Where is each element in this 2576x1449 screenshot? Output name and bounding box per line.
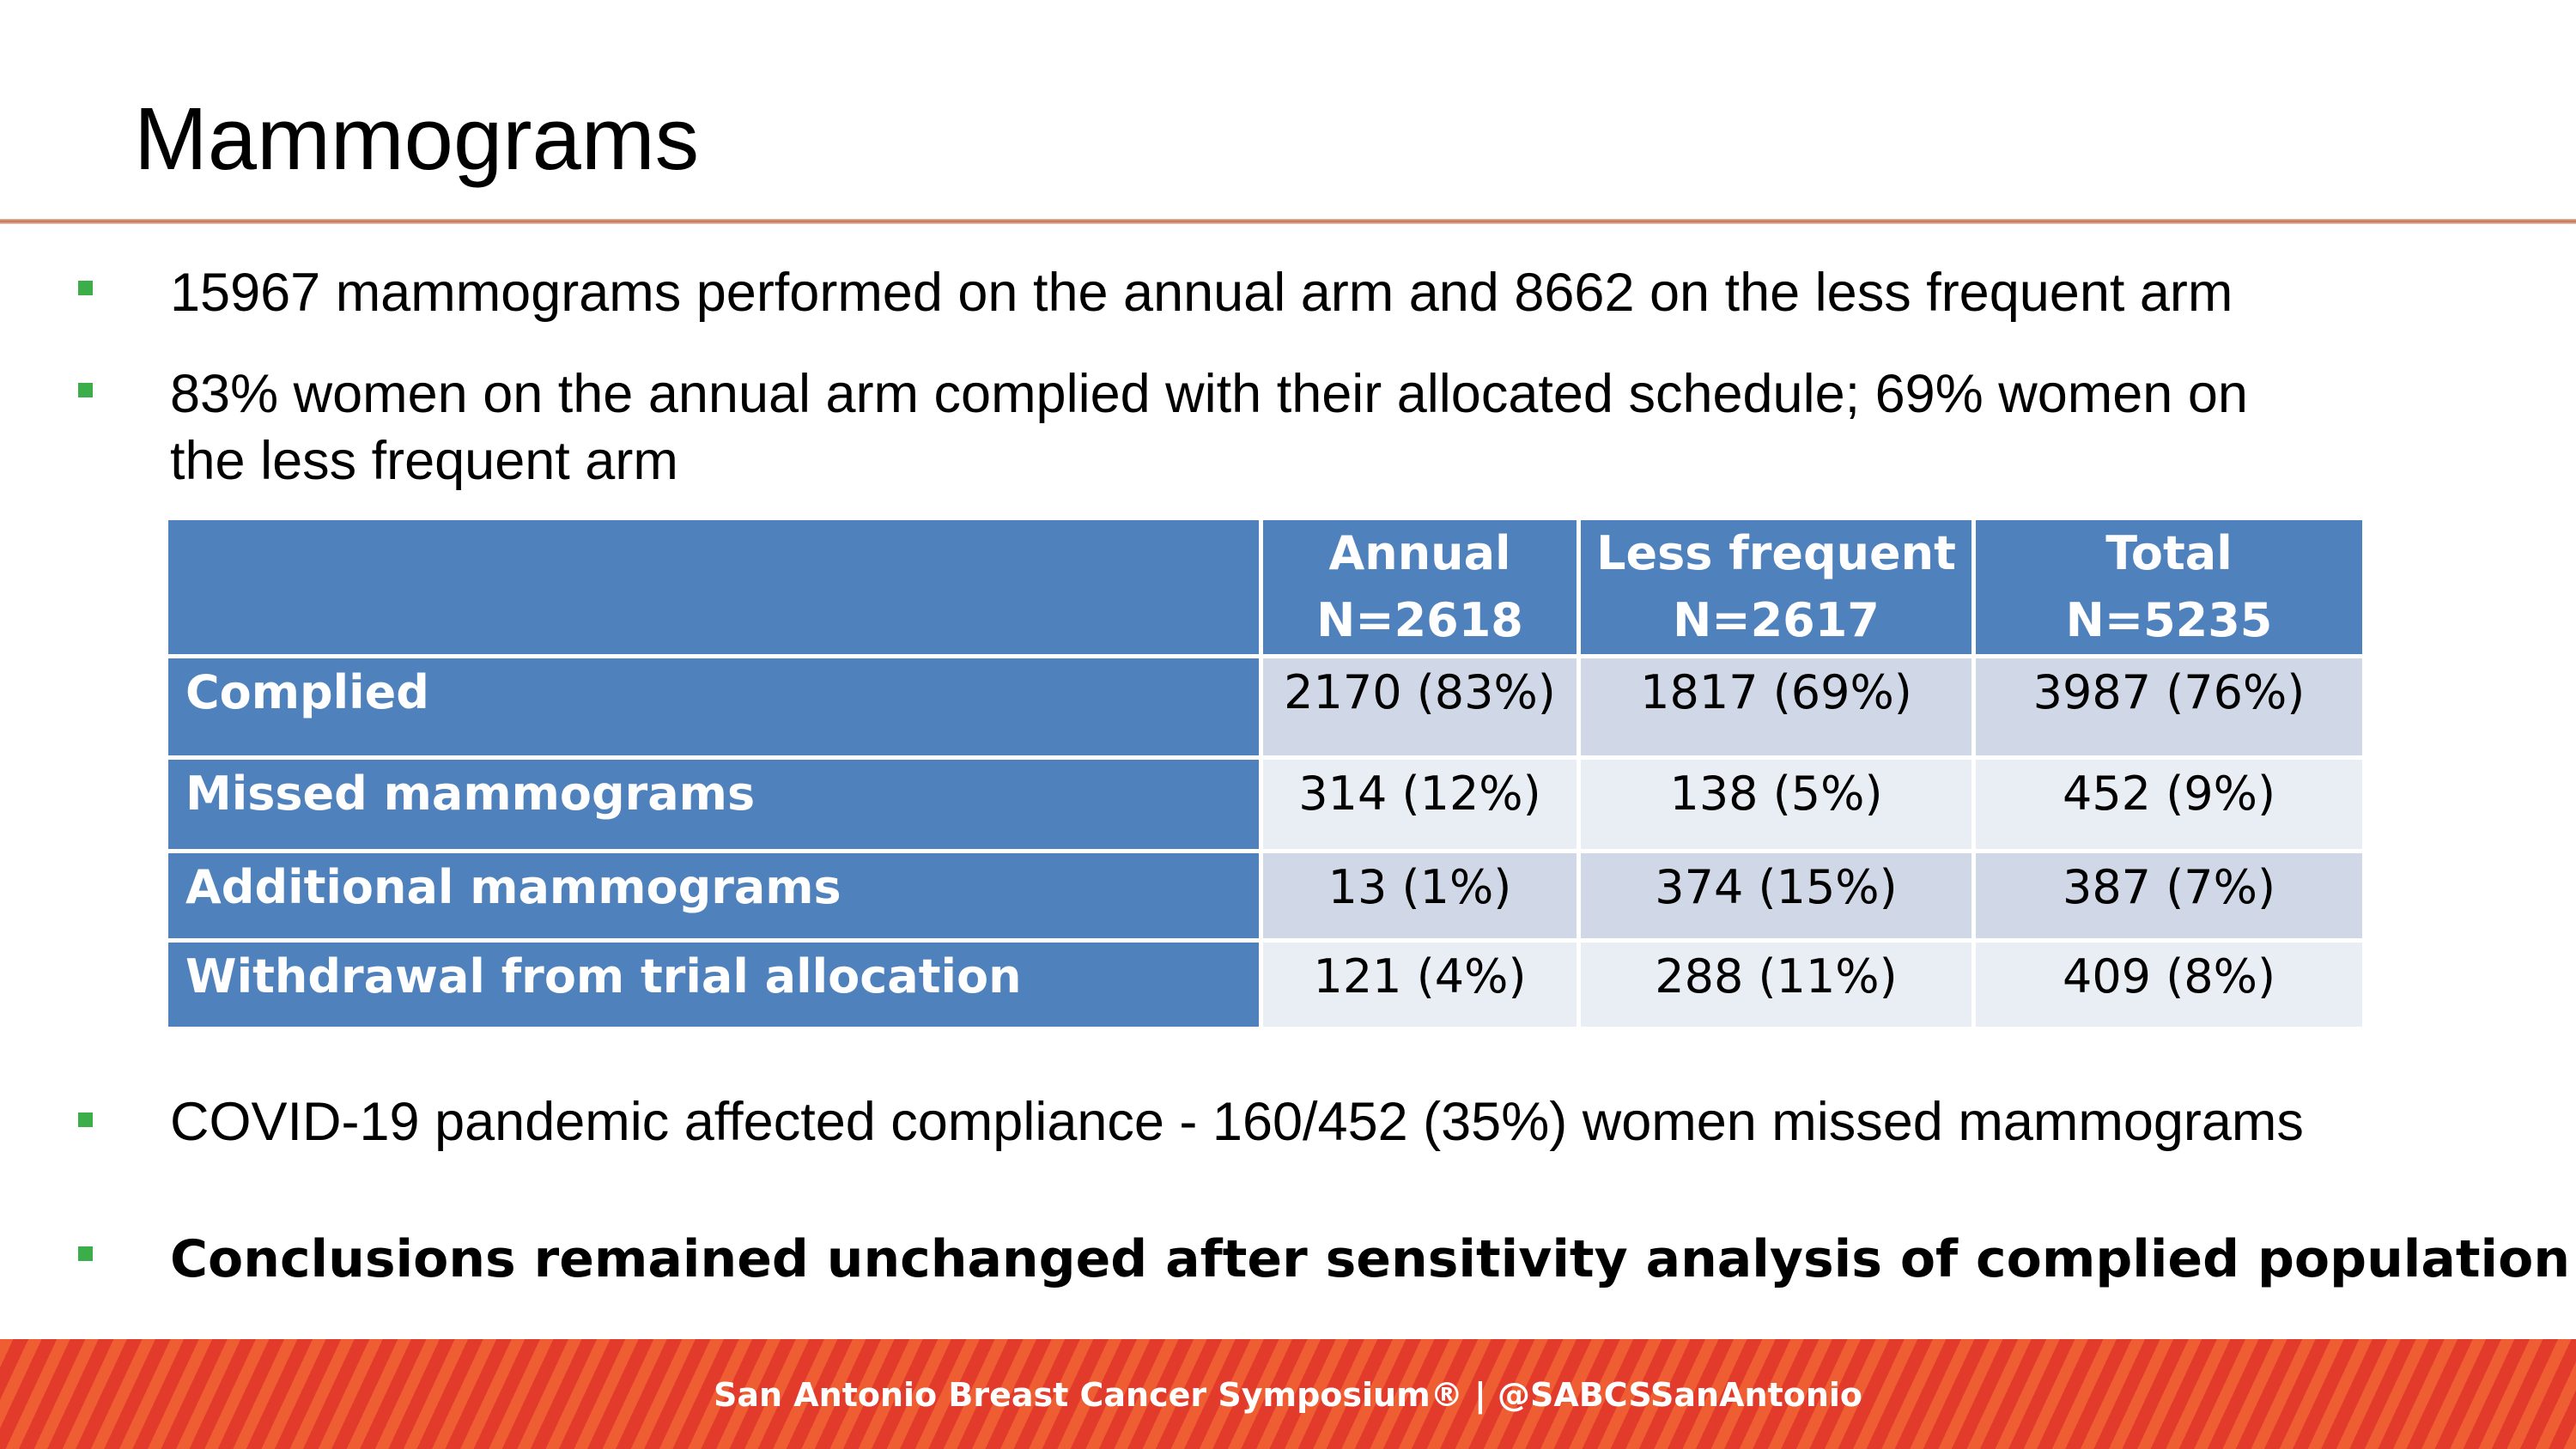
table-row: Complied 2170 (83%) 1817 (69%) 3987 (76%…: [168, 658, 2362, 755]
table-header-annual: Annual N=2618: [1263, 520, 1577, 654]
cell-less-frequent: 138 (5%): [1581, 760, 1971, 849]
bullet-conclusions: Conclusions remained unchanged after sen…: [170, 1229, 2571, 1289]
table-header-row: Annual N=2618 Less frequent N=2617 Total…: [168, 520, 2362, 654]
title-divider: [0, 219, 2576, 224]
cell-annual: 314 (12%): [1263, 760, 1577, 849]
row-label: Withdrawal from trial allocation: [168, 943, 1259, 1027]
bullet-square-icon: [78, 1246, 93, 1261]
row-label: Complied: [168, 658, 1259, 755]
bullet-covid: COVID-19 pandemic affected compliance - …: [170, 1092, 2304, 1152]
table-header-total: Total N=5235: [1976, 520, 2362, 654]
cell-annual: 13 (1%): [1263, 853, 1577, 938]
footer-banner: [0, 1339, 2576, 1449]
header-less-frequent-n: N=2617: [1673, 593, 1880, 647]
table-row: Additional mammograms 13 (1%) 374 (15%) …: [168, 853, 2362, 938]
header-total-label: Total: [2105, 526, 2233, 580]
table-header-less-frequent: Less frequent N=2617: [1581, 520, 1971, 654]
bullet-compliance: 83% women on the annual arm complied wit…: [170, 364, 2248, 424]
cell-total: 3987 (76%): [1976, 658, 2362, 755]
table-row: Withdrawal from trial allocation 121 (4%…: [168, 943, 2362, 1027]
cell-total: 409 (8%): [1976, 943, 2362, 1027]
cell-total: 387 (7%): [1976, 853, 2362, 938]
header-annual-n: N=2618: [1316, 593, 1523, 647]
bullet-compliance-continued: the less frequent arm: [170, 431, 678, 491]
table-row: Missed mammograms 314 (12%) 138 (5%) 452…: [168, 760, 2362, 849]
cell-annual: 121 (4%): [1263, 943, 1577, 1027]
header-annual-label: Annual: [1328, 526, 1511, 580]
footer-text: San Antonio Breast Cancer Symposium® | @…: [713, 1376, 1863, 1414]
table-header-empty: [168, 520, 1259, 654]
header-less-frequent-label: Less frequent: [1596, 526, 1956, 580]
row-label: Missed mammograms: [168, 760, 1259, 849]
bullet-square-icon: [78, 1113, 93, 1127]
header-total-n: N=5235: [2065, 593, 2273, 647]
bullet-square-icon: [78, 383, 93, 397]
slide-title: Mammograms: [134, 89, 700, 188]
compliance-table: Annual N=2618 Less frequent N=2617 Total…: [164, 516, 2366, 1031]
cell-annual: 2170 (83%): [1263, 658, 1577, 755]
cell-total: 452 (9%): [1976, 760, 2362, 849]
cell-less-frequent: 374 (15%): [1581, 853, 1971, 938]
bullet-square-icon: [78, 281, 93, 295]
bullet-mammograms-performed: 15967 mammograms performed on the annual…: [170, 263, 2233, 323]
cell-less-frequent: 288 (11%): [1581, 943, 1971, 1027]
cell-less-frequent: 1817 (69%): [1581, 658, 1971, 755]
row-label: Additional mammograms: [168, 853, 1259, 938]
